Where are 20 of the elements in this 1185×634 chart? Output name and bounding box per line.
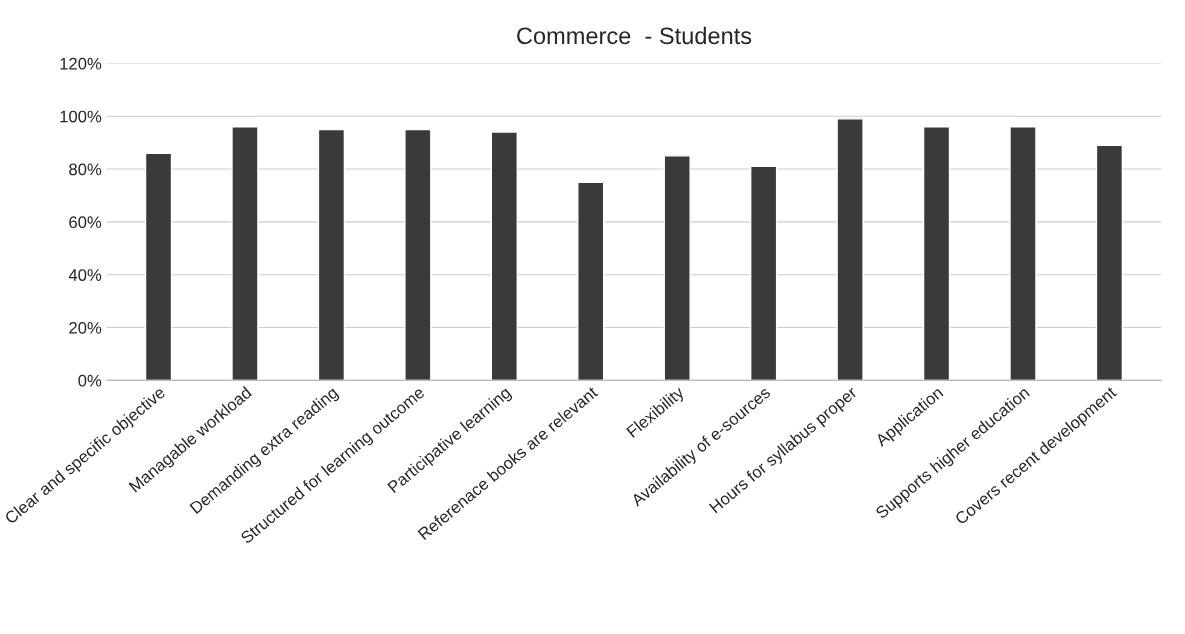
y-tick-label: 120% bbox=[60, 57, 102, 70]
chart-title: Commerce - Students bbox=[517, 26, 752, 45]
bar bbox=[922, 126, 951, 381]
bar bbox=[663, 155, 691, 381]
y-tick-label: 40% bbox=[68, 269, 102, 281]
y-tick-label: 80% bbox=[69, 163, 102, 176]
y-tick-label: 0% bbox=[78, 374, 102, 387]
bar bbox=[836, 118, 864, 381]
bar bbox=[490, 131, 518, 381]
bar bbox=[1009, 126, 1037, 381]
bar bbox=[144, 152, 173, 381]
bar bbox=[577, 181, 605, 381]
bar bbox=[231, 126, 259, 381]
y-tick-label: 20% bbox=[69, 321, 102, 334]
bar bbox=[317, 128, 346, 381]
bar bbox=[1095, 144, 1124, 381]
bar bbox=[404, 128, 432, 381]
y-tick-label: 60% bbox=[69, 216, 102, 229]
y-tick-label: 100% bbox=[60, 110, 102, 123]
bar bbox=[749, 165, 778, 381]
